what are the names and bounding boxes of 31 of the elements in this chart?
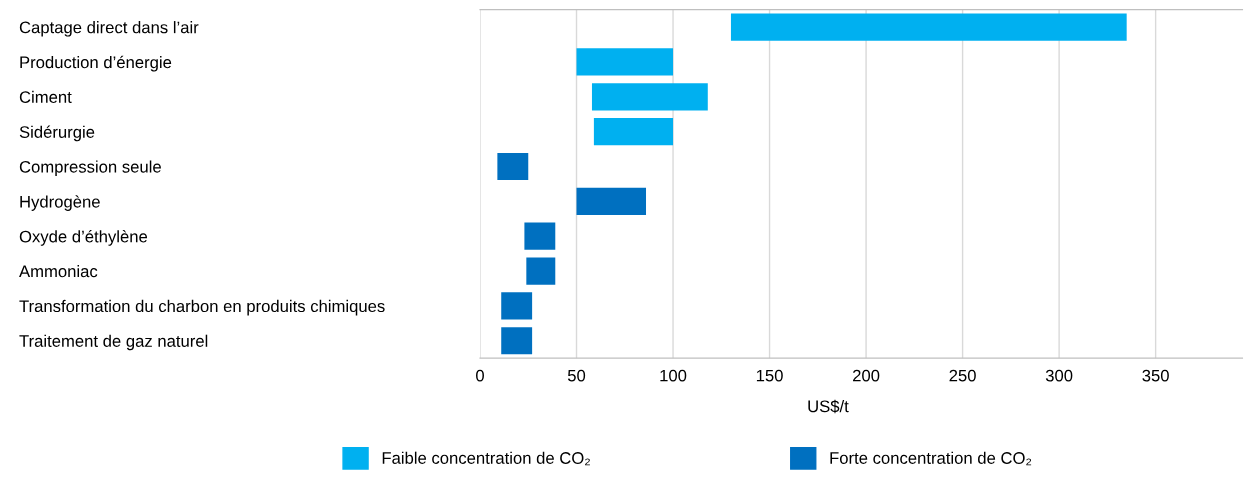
y-tick-label: Ammoniac — [19, 265, 98, 278]
bar — [593, 118, 674, 146]
y-tick-label: Ciment — [19, 90, 72, 103]
x-tick-label: 200 — [853, 369, 880, 382]
y-tick-label: Oxyde d’éthylène — [19, 230, 148, 246]
x-tick-label: 50 — [567, 369, 586, 382]
bar — [526, 257, 556, 285]
y-tick-label: Transformation du charbon en produits chimiques — [19, 299, 385, 316]
bar — [501, 327, 533, 355]
x-axis-title: US$/t — [808, 399, 849, 414]
x-tick-label: 350 — [1142, 369, 1169, 382]
y-tick-label: Captage direct dans l’air — [19, 21, 199, 37]
y-tick-label: Production d’énergie — [20, 55, 172, 72]
legend-label: Faible concentration de CO₂ — [382, 451, 590, 466]
y-tick-label: Hydrogène — [20, 195, 100, 211]
bar — [524, 222, 556, 250]
y-tick-label: Sidérurgie — [19, 125, 95, 142]
x-tick-label: 300 — [1045, 369, 1073, 382]
x-tick-label: 0 — [476, 369, 484, 382]
x-tick-label: 100 — [660, 369, 687, 382]
bar — [576, 48, 674, 76]
y-tick-label: Traitement de gaz naturel — [19, 334, 208, 351]
bar — [576, 187, 647, 215]
bar — [730, 13, 1127, 41]
x-tick-label: 250 — [949, 369, 976, 382]
x-tick-label: 150 — [756, 369, 783, 382]
bar — [591, 83, 708, 111]
bar — [501, 292, 533, 320]
bar — [497, 152, 529, 181]
y-tick-label: Compression seule — [19, 160, 161, 176]
legend-label: Forte concentration de CO₂ — [830, 451, 1032, 466]
